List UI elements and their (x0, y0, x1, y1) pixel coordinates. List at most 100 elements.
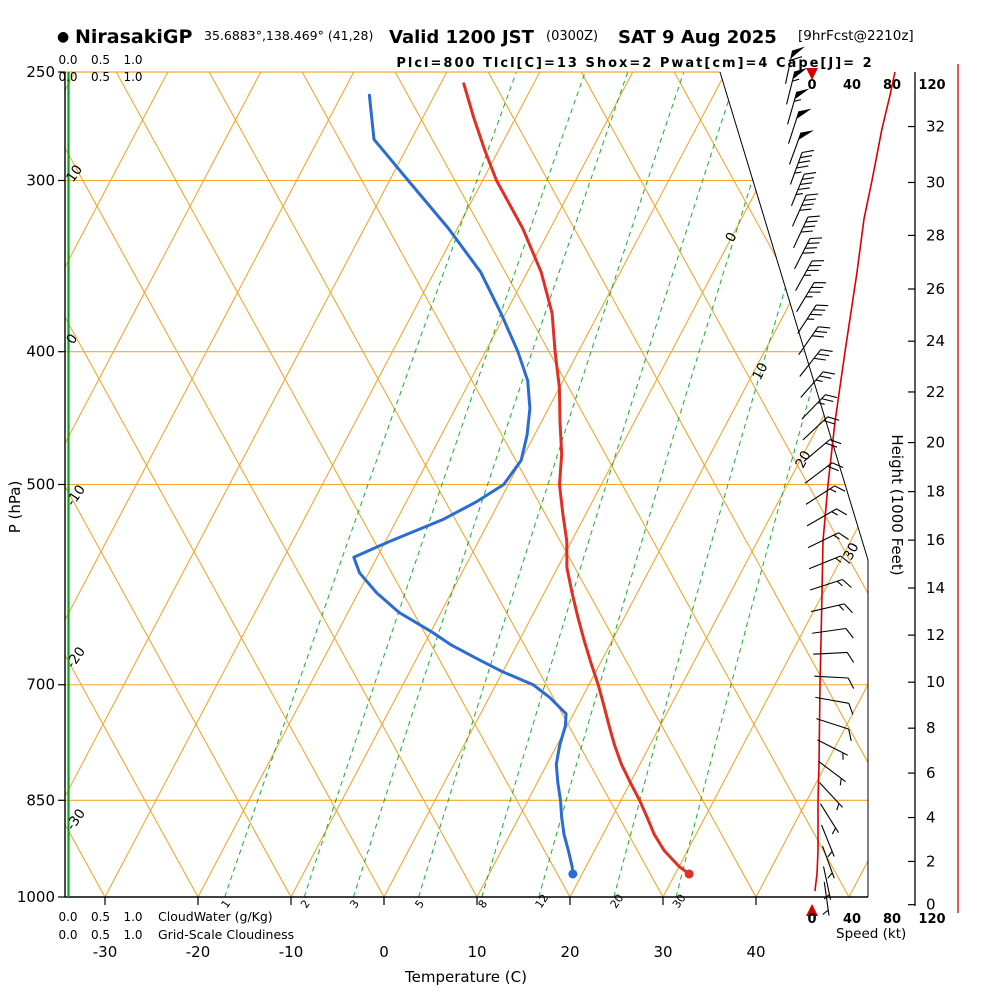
isotherm-line (848, 72, 868, 897)
wind-barb (822, 881, 830, 916)
height-tick-label: 14 (926, 579, 945, 597)
wind-barb-pennant (792, 67, 808, 80)
cloudiness-scale-tick-top: 1.0 (123, 70, 142, 84)
plot-frame (64, 64, 959, 916)
isotherm-line (755, 72, 868, 897)
title-bar: ● NirasakiGP 35.6883°,138.469° (41,28) V… (57, 26, 914, 71)
pressure-tick-label: 250 (26, 63, 55, 81)
mixing-ratio-line (613, 72, 851, 897)
dry-adiabat-label: -20 (63, 644, 89, 671)
speed-tick-label-bottom: 40 (843, 912, 861, 927)
wind-barb (789, 149, 814, 185)
dry-adiabat-line (65, 72, 535, 897)
mixing-ratio-line (352, 72, 629, 897)
isotherm-exit-label: 10 (749, 360, 771, 383)
temp-tick-label: 30 (653, 943, 672, 961)
isotherm-line (65, 72, 169, 897)
dry-adiabat-line (65, 72, 442, 897)
station-bullet-icon: ● (57, 29, 69, 45)
wind-barb (788, 132, 802, 165)
speed-axis-title: Speed (kt) (836, 926, 906, 942)
wind-barb (785, 50, 803, 84)
cloudwater-scale-tick-top: 0.5 (91, 53, 110, 67)
height-tick-label: 20 (926, 434, 945, 452)
pressure-axis-title: P (hPa) (6, 481, 24, 534)
dry-adiabat-line (481, 72, 868, 897)
forecast-info: [9hrFcst@2210z] (798, 28, 914, 44)
cloudiness-scale-title: Grid-Scale Cloudiness (158, 927, 294, 942)
dry-adiabat-line (109, 72, 628, 897)
dry-adiabat-line (65, 72, 349, 897)
wind-barb (791, 193, 819, 227)
height-tick-label: 32 (926, 118, 945, 136)
pressure-tick-label: 850 (26, 791, 55, 809)
isotherm-line (197, 72, 634, 897)
speed-zero-arrow-top-icon (806, 68, 818, 80)
height-tick-label: 26 (926, 280, 945, 298)
wind-speed-curve (814, 71, 896, 892)
surface-dewpoint-dot (568, 869, 578, 879)
temp-tick-label: 0 (379, 943, 389, 961)
cloudwater-scale-title: CloudWater (g/Kg) (158, 909, 273, 924)
right-slant-border (719, 71, 869, 561)
cloudwater-scale-tick-top: 0.0 (58, 53, 77, 67)
height-tick-label: 2 (926, 852, 936, 870)
wind-barb-pennant (798, 130, 814, 140)
dry-adiabat-line (667, 72, 868, 897)
wind-barb (796, 282, 827, 312)
wind-barb (793, 215, 820, 249)
mixing-ratio-line (481, 72, 739, 897)
wind-barb (798, 326, 831, 355)
pressure-tick-label: 700 (26, 676, 55, 694)
station-coords: 35.6883°,138.469° (41,28) (204, 28, 373, 43)
mixing-ratio-label: 20 (608, 892, 627, 911)
wind-barb-pennant (794, 88, 810, 100)
isotherm-line (569, 72, 868, 897)
wind-barb (809, 578, 852, 591)
isotherm-line (383, 72, 820, 897)
sounding-profiles (352, 71, 896, 892)
pressure-tick-label: 500 (26, 476, 55, 494)
wind-barb (820, 824, 835, 858)
height-tick-label: 28 (926, 226, 945, 244)
dewpoint-curve (352, 93, 575, 876)
speed-tick-label-bottom: 120 (918, 912, 945, 927)
isotherm-exit-label: 0 (722, 230, 740, 245)
wind-barb (811, 603, 853, 614)
height-tick-label: 12 (926, 626, 945, 644)
isotherm-line (104, 72, 541, 897)
wind-barb (797, 304, 829, 334)
mixing-ratio-label: 2 (298, 898, 313, 911)
isotherm-line (65, 72, 448, 897)
height-tick-label: 16 (926, 531, 945, 549)
speed-tick-label-bottom: 0 (807, 912, 816, 927)
wind-barb (813, 651, 855, 663)
dry-adiabat-label: 0 (63, 331, 81, 347)
height-tick-label: 22 (926, 383, 945, 401)
speed-tick-label-top: 120 (918, 78, 945, 93)
wind-barb (795, 260, 825, 291)
axis-titles: P (hPa) Temperature (C) Height (1000 Fee… (6, 434, 906, 986)
dry-adiabat-line (760, 72, 868, 897)
dry-adiabat-line (388, 72, 868, 897)
dry-adiabat-label: -30 (63, 806, 89, 833)
height-tick-label: 0 (926, 896, 936, 914)
isotherm-line (65, 72, 355, 897)
cloudwater-scale-tick-top: 1.0 (123, 53, 142, 67)
surface-temp-dot (684, 869, 694, 879)
wind-barb (800, 371, 836, 398)
wind-barb (822, 845, 835, 879)
wind-barb (802, 416, 840, 441)
wind-barb (819, 782, 844, 811)
cloudiness-scale-tick-top: 0.5 (91, 70, 110, 84)
dry-adiabat-line (65, 72, 163, 897)
mixing-ratio-line (418, 72, 685, 897)
isotherm-line (290, 72, 727, 897)
isotherm-exit-label: 30 (840, 540, 862, 563)
height-tick-label: 8 (926, 719, 936, 737)
temp-tick-label: 40 (746, 943, 765, 961)
wind-barb-column (785, 46, 855, 916)
wind-barb (816, 718, 852, 742)
